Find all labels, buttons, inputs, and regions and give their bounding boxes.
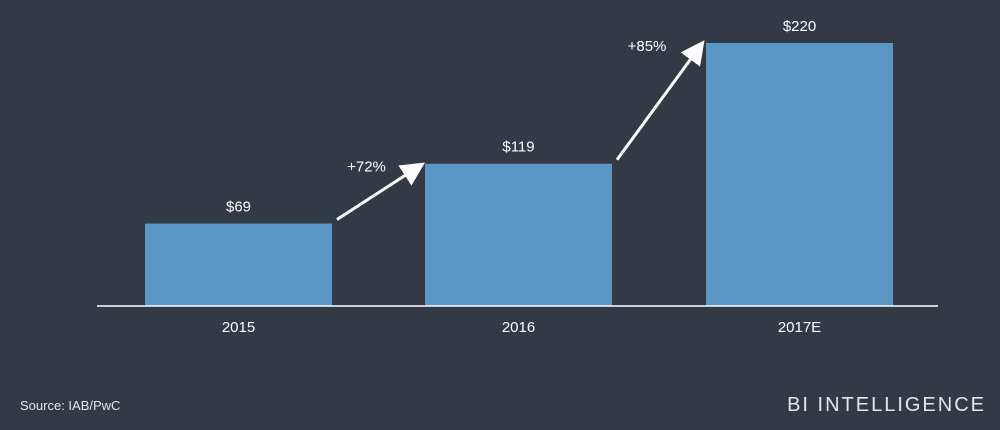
x-tick-label: 2015 bbox=[222, 319, 255, 336]
growth-arrow bbox=[615, 40, 705, 161]
bar-2016 bbox=[425, 163, 612, 306]
growth-annotation: +72% bbox=[347, 159, 386, 176]
data-label: $220 bbox=[783, 18, 816, 35]
brand-logo: BI INTELLIGENCE bbox=[787, 394, 986, 416]
bar-2017E bbox=[706, 43, 893, 306]
bar-2015 bbox=[145, 223, 332, 306]
data-label: $69 bbox=[226, 199, 251, 216]
source-note: Source: IAB/PwC bbox=[20, 398, 121, 413]
growth-annotation: +85% bbox=[628, 38, 667, 55]
x-tick-label: 2017E bbox=[778, 319, 821, 336]
x-tick-label: 2016 bbox=[502, 319, 535, 336]
data-label: $119 bbox=[502, 139, 534, 156]
growth-arrow bbox=[336, 162, 426, 221]
